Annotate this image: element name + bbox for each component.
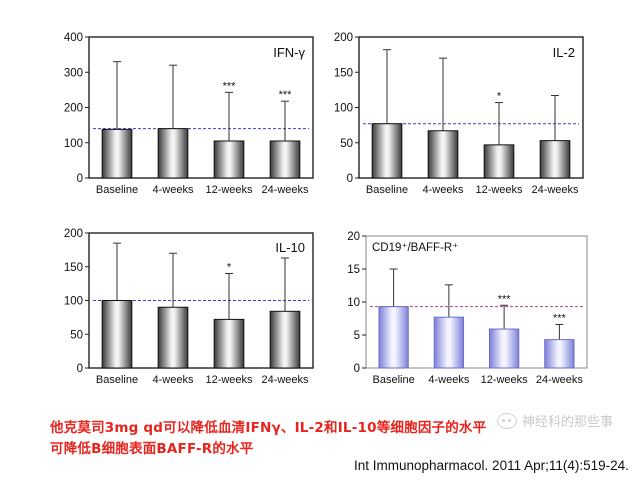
y-tick-label: 15 xyxy=(347,264,360,276)
caption-line-1: 他克莫司3mg qd可以降低血清IFNγ、IL-2和IL-10等细胞因子的水平 xyxy=(50,420,487,436)
x-tick-label: 4-weeks xyxy=(423,184,464,196)
y-tick-label: 100 xyxy=(64,296,83,308)
significance-marker: *** xyxy=(223,80,237,92)
significance-marker: *** xyxy=(498,293,512,305)
y-tick-label: 400 xyxy=(64,32,83,44)
bar xyxy=(433,316,465,369)
bar xyxy=(483,144,515,179)
bar xyxy=(101,300,133,369)
x-tick-label: 4-weeks xyxy=(153,374,194,386)
bar xyxy=(371,123,403,179)
chart-title: IFN-γ xyxy=(273,45,305,60)
y-tick-label: 300 xyxy=(64,67,83,79)
chart-title: IL-2 xyxy=(553,45,575,60)
bar xyxy=(213,140,245,179)
x-tick-label: Baseline xyxy=(96,374,138,386)
x-tick-label: 4-weeks xyxy=(428,374,469,386)
significance-marker: *** xyxy=(279,89,293,101)
x-tick-label: 24-weeks xyxy=(531,184,579,196)
citation: Int Immunopharmacol. 2011 Apr;11(4):519-… xyxy=(354,458,629,473)
x-tick-label: 12-weeks xyxy=(205,374,253,386)
y-tick-label: 10 xyxy=(347,297,360,309)
significance-marker: * xyxy=(227,262,232,274)
y-tick-label: 100 xyxy=(334,103,353,115)
wechat-icon xyxy=(497,412,517,429)
watermark-text: 神经科的那些事 xyxy=(522,415,614,430)
y-tick-label: 200 xyxy=(64,103,83,115)
bar xyxy=(101,128,133,179)
x-tick-label: Baseline xyxy=(96,184,138,196)
significance-marker: *** xyxy=(553,312,567,324)
chart-title: IL-10 xyxy=(275,240,305,255)
bar xyxy=(157,128,189,179)
y-tick-label: 0 xyxy=(347,173,353,185)
bar xyxy=(488,328,520,369)
bar xyxy=(269,310,301,369)
y-tick-label: 0 xyxy=(77,173,83,185)
y-tick-label: 0 xyxy=(77,363,83,375)
bar xyxy=(544,339,575,369)
x-tick-label: Baseline xyxy=(373,374,415,386)
x-tick-label: 24-weeks xyxy=(261,184,309,196)
x-tick-label: 4-weeks xyxy=(153,184,194,196)
y-tick-label: 0 xyxy=(354,363,360,375)
x-tick-label: 24-weeks xyxy=(261,374,309,386)
bar xyxy=(157,306,189,369)
chart-title: CD19⁺/BAFF-R⁺ xyxy=(372,242,458,254)
significance-marker: * xyxy=(497,91,502,103)
watermark: 神经科的那些事 xyxy=(497,411,613,430)
bar xyxy=(213,318,245,369)
y-tick-label: 100 xyxy=(64,138,83,150)
x-tick-label: 24-weeks xyxy=(536,374,584,386)
x-tick-label: 12-weeks xyxy=(481,374,529,386)
caption-line-2: 可降低B细胞表面BAFF-R的水平 xyxy=(50,441,254,457)
y-tick-label: 150 xyxy=(334,67,353,79)
y-tick-label: 50 xyxy=(340,138,353,150)
bar xyxy=(427,130,459,179)
x-tick-label: 12-weeks xyxy=(205,184,253,196)
x-tick-label: 12-weeks xyxy=(475,184,523,196)
bar xyxy=(378,306,409,369)
bar xyxy=(269,140,301,179)
y-tick-label: 200 xyxy=(334,32,353,44)
y-tick-label: 200 xyxy=(64,228,83,240)
y-tick-label: 50 xyxy=(70,329,83,341)
bar xyxy=(539,140,571,179)
y-tick-label: 20 xyxy=(347,231,360,243)
y-tick-label: 5 xyxy=(354,330,360,342)
x-tick-label: Baseline xyxy=(366,184,408,196)
y-tick-label: 150 xyxy=(64,262,83,274)
